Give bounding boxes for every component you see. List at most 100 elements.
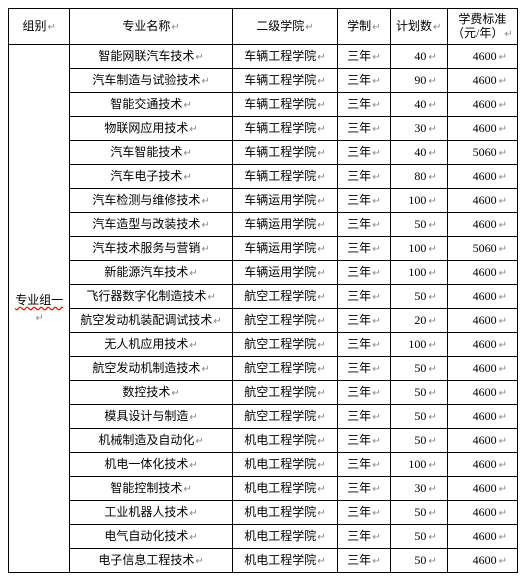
cell-count: 100↵ — [390, 261, 447, 285]
cell-fee: 4600↵ — [447, 45, 517, 69]
cell-count: 100↵ — [390, 333, 447, 357]
cell-count: 50↵ — [390, 549, 447, 573]
cell-duration: 三年↵ — [338, 285, 391, 309]
cell-college: 航空工程学院↵ — [232, 309, 337, 333]
cell-fee: 4600↵ — [447, 405, 517, 429]
cell-major: 智能网联汽车技术↵ — [70, 45, 232, 69]
table-body: 专业组一↵智能网联汽车技术↵车辆工程学院↵三年↵40↵4600↵汽车制造与试验技… — [9, 45, 518, 573]
cell-duration: 三年↵ — [338, 525, 391, 549]
cell-major: 新能源汽车技术↵ — [70, 261, 232, 285]
table-row: 汽车制造与试验技术↵车辆工程学院↵三年↵90↵4600↵ — [9, 69, 518, 93]
table-row: 航空发动机装配调试技术↵航空工程学院↵三年↵20↵4600↵ — [9, 309, 518, 333]
cell-fee: 4600↵ — [447, 357, 517, 381]
table-row: 机械制造及自动化↵机电工程学院↵三年↵50↵4600↵ — [9, 429, 518, 453]
cell-fee: 5060↵ — [447, 141, 517, 165]
cell-duration: 三年↵ — [338, 381, 391, 405]
cell-count: 100↵ — [390, 189, 447, 213]
cell-major: 智能交通技术↵ — [70, 93, 232, 117]
cell-fee: 4600↵ — [447, 261, 517, 285]
cell-duration: 三年↵ — [338, 117, 391, 141]
cell-fee: 4600↵ — [447, 429, 517, 453]
cell-college: 机电工程学院↵ — [232, 525, 337, 549]
table-row: 电气自动化技术↵机电工程学院↵三年↵50↵4600↵ — [9, 525, 518, 549]
cell-count: 50↵ — [390, 501, 447, 525]
cell-count: 50↵ — [390, 525, 447, 549]
cell-duration: 三年↵ — [338, 213, 391, 237]
cell-fee: 4600↵ — [447, 213, 517, 237]
cell-duration: 三年↵ — [338, 93, 391, 117]
table-row: 物联网应用技术↵车辆工程学院↵三年↵30↵4600↵ — [9, 117, 518, 141]
cell-college: 车辆运用学院↵ — [232, 237, 337, 261]
cell-college: 机电工程学院↵ — [232, 501, 337, 525]
cell-college: 车辆运用学院↵ — [232, 189, 337, 213]
cell-fee: 4600↵ — [447, 453, 517, 477]
col-header-college: 二级学院↵ — [232, 9, 337, 45]
cell-count: 50↵ — [390, 429, 447, 453]
cell-count: 30↵ — [390, 477, 447, 501]
cell-duration: 三年↵ — [338, 357, 391, 381]
cell-major: 工业机器人技术↵ — [70, 501, 232, 525]
table-row: 机电一体化技术↵机电工程学院↵三年↵100↵4600↵ — [9, 453, 518, 477]
cell-major: 航空发动机装配调试技术↵ — [70, 309, 232, 333]
col-header-duration: 学制↵ — [338, 9, 391, 45]
cell-duration: 三年↵ — [338, 405, 391, 429]
cell-fee: 4600↵ — [447, 165, 517, 189]
cell-college: 航空工程学院↵ — [232, 381, 337, 405]
cell-fee: 4600↵ — [447, 501, 517, 525]
cell-fee: 4600↵ — [447, 549, 517, 573]
cell-duration: 三年↵ — [338, 141, 391, 165]
col-header-fee: 学费标准 （元/年）↵ — [447, 9, 517, 45]
cell-major: 汽车造型与改装技术↵ — [70, 213, 232, 237]
cell-count: 90↵ — [390, 69, 447, 93]
cell-college: 航空工程学院↵ — [232, 333, 337, 357]
cell-duration: 三年↵ — [338, 477, 391, 501]
cell-college: 机电工程学院↵ — [232, 477, 337, 501]
table-row: 电子信息工程技术↵机电工程学院↵三年↵50↵4600↵ — [9, 549, 518, 573]
table-row: 无人机应用技术↵航空工程学院↵三年↵100↵4600↵ — [9, 333, 518, 357]
cell-count: 50↵ — [390, 357, 447, 381]
cell-college: 航空工程学院↵ — [232, 357, 337, 381]
cell-college: 车辆工程学院↵ — [232, 45, 337, 69]
cell-count: 80↵ — [390, 165, 447, 189]
table-header-row: 组别↵ 专业名称↵ 二级学院↵ 学制↵ 计划数↵ 学费标准 （元/年）↵ — [9, 9, 518, 45]
cell-duration: 三年↵ — [338, 261, 391, 285]
cell-count: 50↵ — [390, 285, 447, 309]
cell-duration: 三年↵ — [338, 189, 391, 213]
cell-college: 车辆工程学院↵ — [232, 117, 337, 141]
cell-duration: 三年↵ — [338, 333, 391, 357]
cell-major: 汽车检测与维修技术↵ — [70, 189, 232, 213]
cell-major: 物联网应用技术↵ — [70, 117, 232, 141]
cell-fee: 4600↵ — [447, 381, 517, 405]
cell-fee: 4600↵ — [447, 93, 517, 117]
cell-duration: 三年↵ — [338, 165, 391, 189]
cell-fee: 4600↵ — [447, 477, 517, 501]
table-row: 航空发动机制造技术↵航空工程学院↵三年↵50↵4600↵ — [9, 357, 518, 381]
cell-major: 电气自动化技术↵ — [70, 525, 232, 549]
table-row: 工业机器人技术↵机电工程学院↵三年↵50↵4600↵ — [9, 501, 518, 525]
cell-count: 20↵ — [390, 309, 447, 333]
table-row: 模具设计与制造↵航空工程学院↵三年↵50↵4600↵ — [9, 405, 518, 429]
cell-count: 40↵ — [390, 141, 447, 165]
cell-count: 40↵ — [390, 93, 447, 117]
cell-major: 飞行器数字化制造技术↵ — [70, 285, 232, 309]
table-row: 飞行器数字化制造技术↵航空工程学院↵三年↵50↵4600↵ — [9, 285, 518, 309]
group-cell: 专业组一↵ — [9, 45, 70, 573]
cell-major: 航空发动机制造技术↵ — [70, 357, 232, 381]
cell-fee: 4600↵ — [447, 309, 517, 333]
table-row: 专业组一↵智能网联汽车技术↵车辆工程学院↵三年↵40↵4600↵ — [9, 45, 518, 69]
cell-major: 电子信息工程技术↵ — [70, 549, 232, 573]
cell-major: 机电一体化技术↵ — [70, 453, 232, 477]
cell-major: 模具设计与制造↵ — [70, 405, 232, 429]
table-row: 汽车造型与改装技术↵车辆运用学院↵三年↵50↵4600↵ — [9, 213, 518, 237]
table-row: 汽车电子技术↵车辆工程学院↵三年↵80↵4600↵ — [9, 165, 518, 189]
col-header-count: 计划数↵ — [390, 9, 447, 45]
table-row: 新能源汽车技术↵车辆运用学院↵三年↵100↵4600↵ — [9, 261, 518, 285]
cell-duration: 三年↵ — [338, 45, 391, 69]
cell-fee: 5060↵ — [447, 237, 517, 261]
col-header-major: 专业名称↵ — [70, 9, 232, 45]
cell-duration: 三年↵ — [338, 501, 391, 525]
cell-duration: 三年↵ — [338, 69, 391, 93]
cell-college: 航空工程学院↵ — [232, 285, 337, 309]
cell-count: 100↵ — [390, 453, 447, 477]
cell-count: 30↵ — [390, 117, 447, 141]
